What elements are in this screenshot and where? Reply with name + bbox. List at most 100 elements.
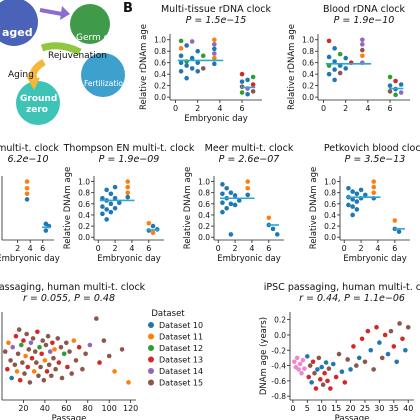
data-point [125,179,131,184]
y-tick-label: 0.6 [302,59,314,68]
x-tick-label: 4 [129,244,134,253]
data-point [332,67,337,72]
data-point [65,364,70,370]
data-point [47,349,53,354]
data-point [350,212,355,218]
x-tick-label: 30 [374,404,384,413]
x-tick-label: 60 [61,404,71,413]
data-point [385,351,391,357]
y-tick-label: 0.6 [198,200,210,209]
data-point [350,204,355,209]
legend-marker [148,379,154,386]
data-point [34,360,39,365]
data-point [337,51,343,57]
data-point [387,74,393,80]
x-tick-label: 2 [113,244,118,253]
y-tick-label: 0.2 [78,222,90,231]
data-point [189,66,195,71]
legend-marker [148,322,154,328]
data-point [403,347,408,353]
data-point [309,380,314,385]
chart-title: Blood rDNA clock [323,4,406,15]
data-point [25,364,31,370]
data-point [296,367,301,372]
y-tick-label: 0.4 [198,211,210,220]
data-point [351,344,356,349]
x-axis-label: Embryonic day [97,254,161,264]
data-point [379,355,385,361]
x-tick-label: 0 [321,104,326,113]
y-tick-label: 0.0 [198,233,210,242]
chart-title: Meer multi-t. clock [205,143,294,154]
data-point [178,69,184,74]
data-point [125,190,131,195]
x-tick-label: 0 [342,244,347,253]
data-point [80,366,85,372]
data-point [146,221,152,226]
data-point [359,336,365,342]
data-point [59,375,65,381]
data-point [22,371,27,376]
data-point [38,364,43,370]
data-point [354,363,359,368]
data-point [360,42,365,47]
data-point [104,217,109,222]
rejuvenation-arrow [40,42,82,56]
data-point [354,191,360,197]
chart-subtitle: P = 2.6e−07 [219,154,280,165]
data-point [400,336,405,342]
y-axis-label: Relative rDNAm age [287,24,297,110]
x-tick-label: 4 [249,244,254,253]
data-point [24,191,30,197]
data-point [200,66,206,71]
data-point [371,367,376,372]
data-point [358,187,364,193]
data-point [184,43,189,48]
y-tick-label: -0.4 [271,362,286,371]
data-point [126,380,131,385]
data-point [112,195,118,201]
y-tick-label: 0.8 [154,47,166,56]
data-point [104,187,109,193]
data-point [371,190,377,195]
data-point [360,37,365,43]
y-tick-label: 0.2 [302,82,314,91]
data-point [37,344,42,350]
data-point [104,207,109,212]
x-tick-label: 80 [83,404,93,413]
x-tick-label: 6 [266,244,271,253]
data-point [100,195,105,201]
data-point [239,71,245,77]
data-point [18,342,24,348]
chart-subtitle: 6.2e−10 [7,154,48,165]
germ-cell-label: Germ cell [76,33,119,43]
data-point [377,340,382,345]
y-tick-label: -0.2 [271,346,286,355]
x-axis-label: Embryonic day [0,254,60,264]
data-point [325,378,330,384]
x-tick-label: 2 [15,244,20,253]
data-point [300,357,306,363]
data-point [100,204,105,209]
data-point [323,360,329,365]
data-point [313,386,319,391]
data-point [350,189,355,194]
y-tick-label: 0.2 [154,82,166,91]
y-tick-label: 0.8 [198,189,210,198]
data-point [24,197,30,202]
data-point [83,351,88,357]
data-point [310,359,316,365]
data-point [228,190,234,195]
data-point [21,338,26,343]
data-point [189,55,195,61]
data-point [220,191,225,197]
y-tick-label: 0.0 [324,233,336,242]
data-point [112,369,117,374]
data-point [189,39,195,44]
y-axis-label: Relative DNAm age [309,167,319,250]
chart-subtitle: P = 1.9e−10 [334,15,395,26]
data-point [220,209,225,215]
data-point [26,347,32,352]
